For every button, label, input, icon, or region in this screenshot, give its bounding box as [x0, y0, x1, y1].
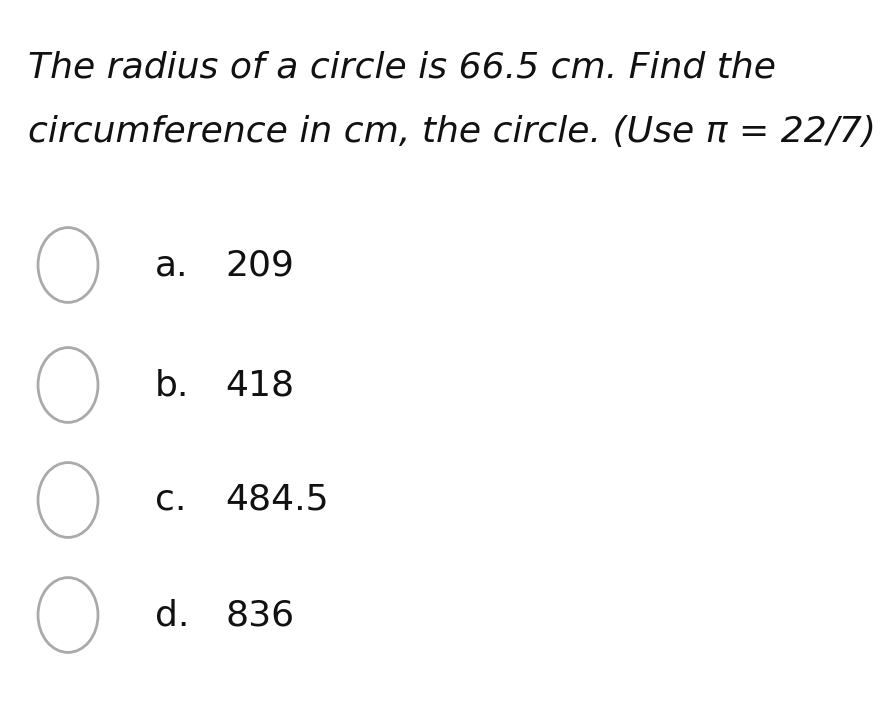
Text: The radius of a circle is 66.5 cm. Find the: The radius of a circle is 66.5 cm. Find …	[28, 50, 776, 84]
Text: 484.5: 484.5	[225, 483, 328, 517]
Text: 836: 836	[225, 598, 294, 632]
Text: a.: a.	[155, 248, 188, 282]
Text: 418: 418	[225, 368, 294, 402]
Text: d.: d.	[155, 598, 189, 632]
Text: c.: c.	[155, 483, 186, 517]
Text: circumference in cm, the circle. (Use π = 22/7): circumference in cm, the circle. (Use π …	[28, 115, 876, 149]
Text: b.: b.	[155, 368, 189, 402]
Text: 209: 209	[225, 248, 294, 282]
